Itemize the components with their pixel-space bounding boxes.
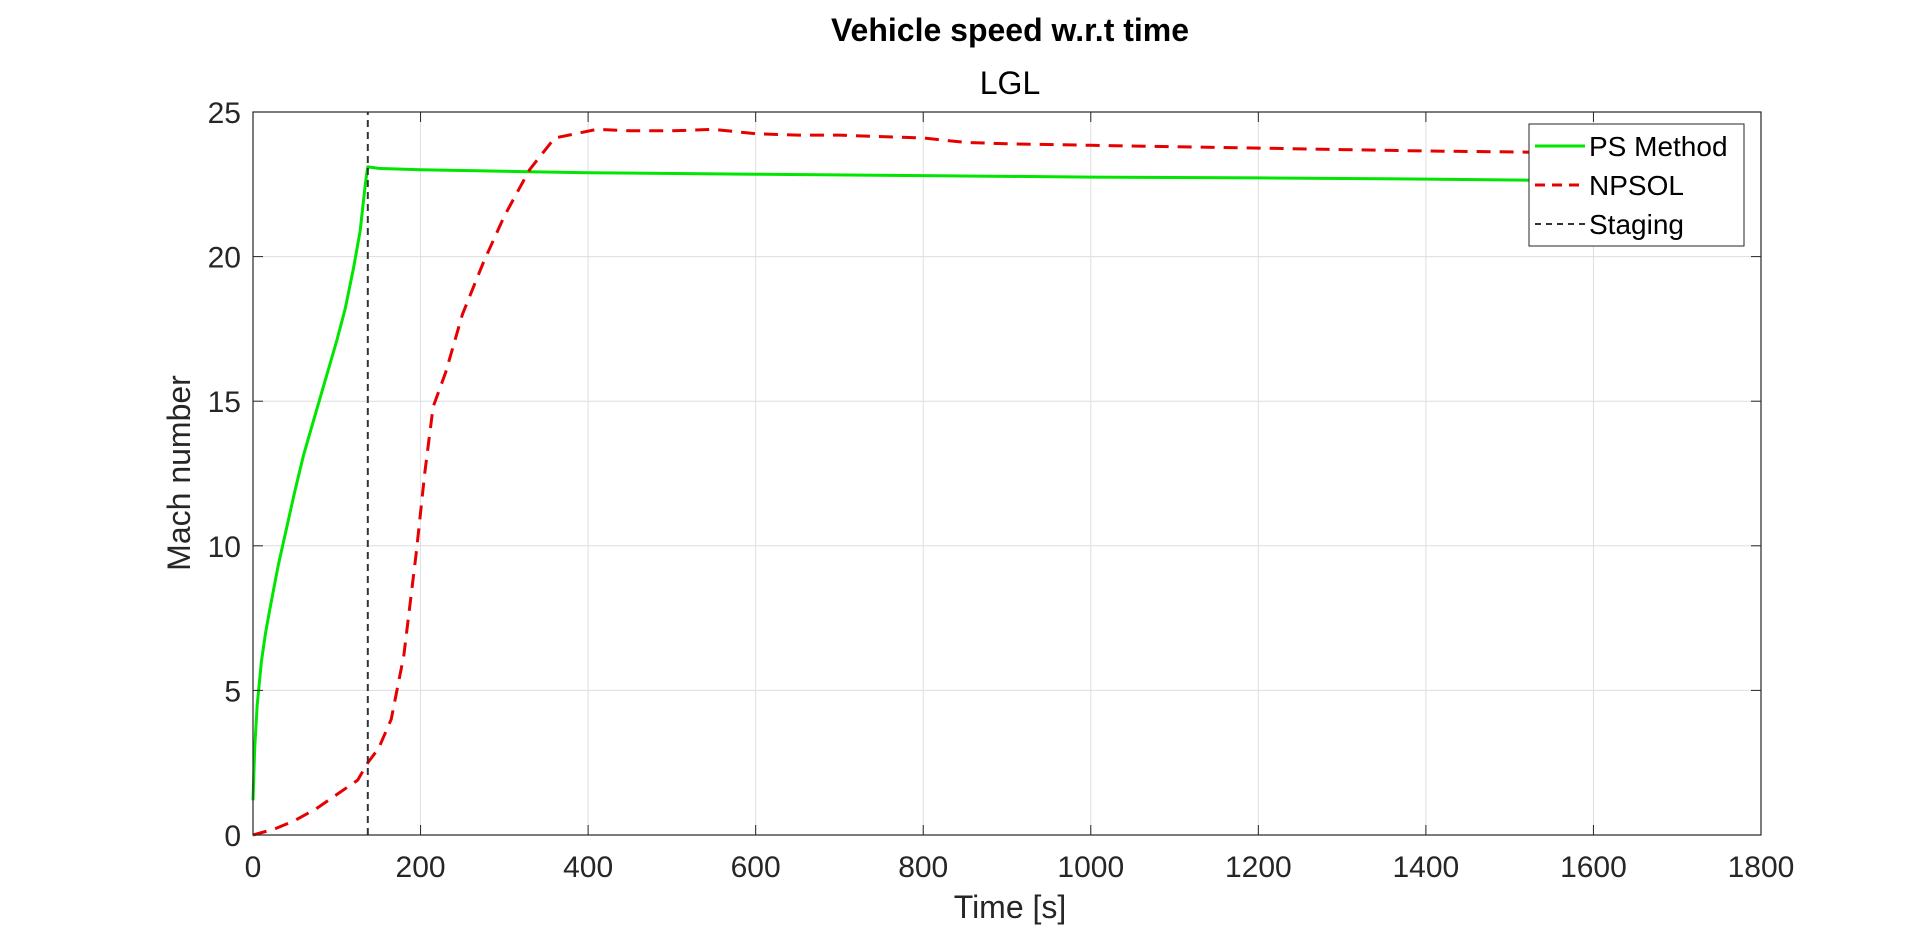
y-tick-label: 15 bbox=[208, 386, 241, 419]
y-tick-label: 10 bbox=[208, 531, 241, 564]
x-tick-label: 1800 bbox=[1728, 851, 1795, 884]
legend: PS Method NPSOL Staging bbox=[1528, 123, 1745, 247]
x-tick-label: 800 bbox=[898, 851, 948, 884]
series-line-ps-method bbox=[251, 165, 1594, 801]
chart-subtitle: LGL bbox=[980, 65, 1040, 101]
x-tick-label: 1000 bbox=[1057, 851, 1124, 884]
chart-title: Vehicle speed w.r.t time bbox=[831, 12, 1189, 48]
y-tick-label: 25 bbox=[208, 97, 241, 130]
legend-label-ps-method: PS Method bbox=[1589, 131, 1728, 162]
x-tick-label: 400 bbox=[563, 851, 613, 884]
y-tick-label: 0 bbox=[224, 820, 241, 853]
x-tick-label: 200 bbox=[396, 851, 446, 884]
x-tick-label: 0 bbox=[245, 851, 262, 884]
y-tick-label: 20 bbox=[208, 242, 241, 275]
legend-label-npsol: NPSOL bbox=[1589, 170, 1684, 201]
plot-frame bbox=[252, 111, 1762, 836]
series-layer bbox=[251, 112, 1594, 837]
legend-box bbox=[1528, 123, 1745, 247]
series-line-npsol bbox=[252, 127, 1560, 837]
x-tick-label: 1600 bbox=[1560, 851, 1627, 884]
tick-layer: 0 200 400 600 800 1000 1200 1400 1600 1800 0 5 10 15 2… bbox=[208, 97, 1795, 884]
x-axis-label: Time [s] bbox=[954, 889, 1067, 925]
grid bbox=[253, 112, 1761, 835]
legend-label-staging: Staging bbox=[1589, 209, 1684, 240]
x-tick-label: 600 bbox=[731, 851, 781, 884]
x-tick-label: 1400 bbox=[1393, 851, 1460, 884]
x-tick-label: 1200 bbox=[1225, 851, 1292, 884]
y-axis-label: Mach number bbox=[161, 375, 197, 571]
y-tick-label: 5 bbox=[224, 675, 241, 708]
